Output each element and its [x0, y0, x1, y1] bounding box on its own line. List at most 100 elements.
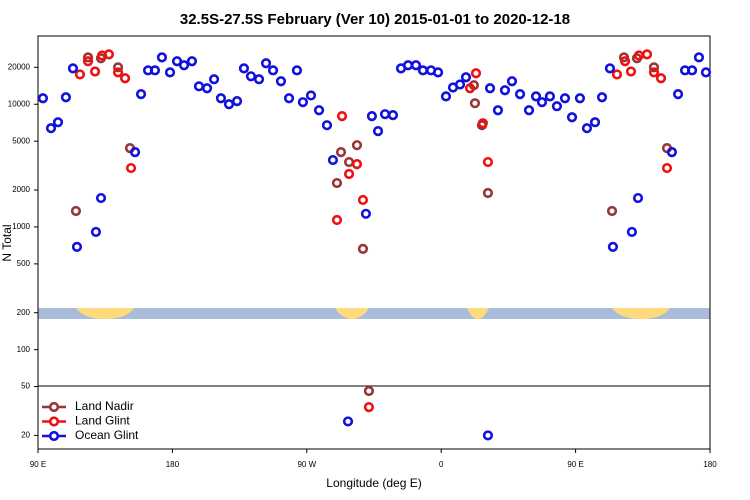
data-point: [626, 226, 637, 238]
data-point: [186, 56, 198, 67]
data-point: [238, 63, 250, 74]
data-point: [335, 147, 347, 158]
data-point: [193, 81, 205, 92]
data-point: [37, 93, 49, 104]
data-point: [492, 105, 504, 116]
data-point: [410, 60, 422, 71]
data-point: [544, 91, 556, 102]
data-point: [351, 140, 363, 151]
data-point: [514, 88, 526, 100]
data-point: [589, 117, 601, 128]
x-tick-label: 0: [439, 460, 444, 469]
data-point: [321, 120, 333, 131]
data-point: [331, 177, 343, 189]
data-point: [551, 101, 563, 112]
data-point: [596, 92, 608, 103]
data-point: [351, 159, 363, 170]
data-point: [607, 241, 619, 252]
legend-label: Land Glint: [75, 414, 130, 428]
data-point: [342, 416, 354, 427]
data-point: [149, 65, 161, 76]
y-tick-label: 1000: [12, 222, 30, 231]
data-point: [619, 56, 631, 67]
x-tick-label: 180: [166, 460, 180, 469]
data-point: [387, 110, 399, 121]
data-point: [672, 88, 684, 100]
legend-marker: [48, 401, 60, 413]
data-point: [305, 90, 317, 101]
data-point: [135, 88, 147, 100]
data-point: [559, 93, 571, 104]
data-point: [336, 111, 348, 122]
data-point: [686, 65, 698, 76]
data-point: [95, 192, 107, 204]
data-point: [523, 105, 535, 116]
data-point: [112, 67, 124, 78]
land-strip: [76, 308, 134, 319]
data-point: [82, 56, 94, 67]
data-point: [313, 105, 325, 116]
data-point: [454, 79, 466, 90]
data-point: [700, 67, 712, 78]
data-point: [506, 76, 518, 87]
y-tick-label: 20000: [8, 62, 31, 71]
data-point: [331, 214, 343, 226]
land-strip: [467, 308, 489, 319]
data-point: [245, 71, 257, 82]
data-point: [477, 118, 488, 129]
legend-marker: [48, 430, 60, 442]
y-tick-label: 20: [21, 431, 30, 440]
data-point: [208, 74, 220, 85]
map-strip: [38, 308, 710, 319]
data-point: [632, 192, 644, 204]
data-point: [482, 156, 494, 168]
data-point: [666, 147, 678, 158]
data-point: [343, 156, 355, 168]
land-strip: [335, 308, 369, 319]
data-point: [343, 168, 355, 180]
ocean-strip: [38, 308, 710, 319]
data-point: [112, 62, 124, 73]
data-point: [566, 112, 578, 123]
y-tick-label: 200: [17, 308, 31, 317]
x-tick-label: 90 E: [30, 460, 46, 469]
data-point: [89, 66, 101, 77]
data-point: [103, 49, 115, 60]
data-point: [641, 49, 653, 60]
data-point: [366, 111, 378, 122]
data-point: [82, 52, 94, 63]
y-axis-label: N Total: [0, 224, 14, 261]
y-tick-label: 5000: [12, 136, 30, 145]
data-point: [606, 205, 618, 217]
data-point: [164, 67, 176, 78]
x-tick-label: 90 W: [297, 460, 316, 469]
data-point: [482, 430, 494, 441]
data-point: [469, 98, 481, 109]
data-point: [223, 99, 235, 110]
data-point: [297, 97, 309, 108]
data-point: [357, 194, 369, 206]
data-point: [357, 243, 369, 254]
data-point: [499, 85, 511, 96]
data-point: [125, 162, 137, 174]
data-point: [417, 65, 429, 76]
data-point: [460, 72, 472, 83]
land-strip: [612, 308, 670, 319]
data-point: [484, 83, 496, 94]
data-point: [178, 60, 190, 71]
data-point: [45, 123, 57, 134]
y-tick-label: 2000: [12, 185, 30, 194]
data-point: [363, 385, 375, 397]
data-point: [60, 92, 72, 103]
x-tick-label: 90 E: [567, 460, 583, 469]
data-point: [432, 67, 444, 78]
data-point: [625, 66, 637, 77]
data-point: [291, 65, 303, 76]
y-tick-label: 500: [17, 259, 31, 268]
data-point: [372, 126, 384, 137]
plot-frame: [37, 35, 711, 450]
y-tick-label: 10000: [8, 99, 31, 108]
data-point: [231, 96, 243, 107]
data-point: [275, 76, 287, 87]
data-point: [360, 208, 372, 219]
